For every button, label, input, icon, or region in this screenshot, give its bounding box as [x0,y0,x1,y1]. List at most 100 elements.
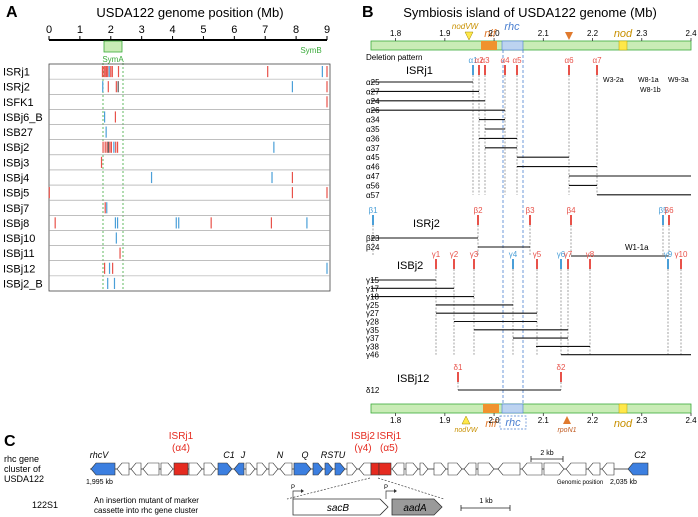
cluster-label-line2: cluster of [4,464,41,474]
promoter-label-1: P [291,485,295,491]
panel-b-tick-label: 2.0 [489,416,501,425]
panel-a-tick-label: 5 [200,24,206,36]
isbj2-marker-label: γ9 [664,250,673,259]
panel-b-tick-label: 1.9 [439,29,451,38]
rponi-triangle-top [565,32,573,40]
panel-b-tick-label: 2.0 [489,29,501,38]
panel-a-row-label: ISBj5 [3,188,29,200]
panel-c-letter: C [4,433,16,450]
isrj1-marker-label: α2 [474,56,484,65]
isrj2-label: ISRj2 [413,218,440,230]
isrj2-marker-label: β5 [658,206,668,215]
nif-box-bottom [483,404,499,413]
panel-b-tick-label: 2.1 [538,29,550,38]
panel-a-row-label: ISBj4 [3,173,29,185]
gene-arrow [203,462,217,476]
gene-arrow [142,462,160,476]
symb-label: SymB [300,46,321,55]
is-label: ISBj2 [351,431,375,442]
panel-a-row-label: ISBj6_B [3,112,43,124]
gene-arrow [116,462,130,476]
is-label: ISRj1 [169,431,194,442]
isbj12-row-label: δ12 [366,386,380,395]
panel-a-tick-label: 2 [108,24,114,36]
isrj1-row-label: α25 [366,78,380,87]
isbj2-row-label: γ27 [366,309,379,318]
isrj1-row-label: α46 [366,163,380,172]
gene-arrow [419,462,429,476]
isbj12-marker-label: δ1 [454,363,463,372]
rponi-label-bottom: rpoN1 [557,427,576,434]
gene-arrow [463,462,477,476]
isbj2-label: ISBj2 [397,260,423,272]
gene-labels: rhcV C1 J N Q RSTU C2ISRj1(α4)ISBj2(γ4)ISRj1(α… [90,431,646,460]
panel-a-rows: ISRj1 ISRj2 ISFK1 ISBj6_B ISB27 ISBj2 ISBj3 ISB… [3,63,331,292]
gene-arrow [601,462,615,476]
panel-a-tick-label: 0 [46,24,52,36]
gene-arrow [497,462,521,476]
rhc-box-bottom [501,403,524,414]
rponi-triangle-bottom [563,416,571,424]
isbj2-row-label: γ46 [366,351,379,360]
promoter-arrow-2 [385,490,394,499]
panel-b-tick-label: 2.2 [587,29,599,38]
gene-arrow [130,462,142,476]
isrj2-marker-label: β1 [368,206,378,215]
nif-box-top [481,41,497,50]
nif-label-bottom: nif [485,418,498,430]
gene-label: C1 [223,450,235,460]
gene-arrow [391,462,405,476]
isrj1-a4-element [173,462,189,476]
isbj12-marker-label: δ2 [557,363,566,372]
panel-b: B Symbiosis island of USDA122 genome (Mb… [362,4,697,434]
panel-b-tick-label: 1.8 [390,416,402,425]
mutant-desc-line1: An insertion mutant of marker [94,496,199,505]
isrj1-row-label: α34 [366,116,380,125]
isbj2-row-label: γ15 [366,276,379,285]
pos-right-label: 2,035 kb [610,479,637,486]
isrj1-row-label: α27 [366,87,380,96]
nod-box-top [618,40,628,51]
panel-a-row-label: ISBj10 [3,233,35,245]
isbj2-row-label: γ38 [366,342,379,351]
zoom-guide-right [377,477,445,500]
panel-a-row-label: ISRj1 [3,67,30,79]
panel-a-tick-label: 4 [169,24,175,36]
isrj1-label: ISRj1 [406,65,433,77]
isbj2-row-label: γ35 [366,326,379,335]
isbj2-row-label: γ28 [366,318,379,327]
syma-region-box [103,40,123,53]
gene-arrow [324,462,334,476]
isbj2-marker-label: γ2 [450,250,459,259]
isrj2-row-label: β24 [366,243,380,252]
deletion-note: W8-1a [638,77,659,84]
isrj2-row-label: β23 [366,234,380,243]
rhc-label-box-bottom [499,415,527,430]
isbj2-row-label: γ17 [366,284,379,293]
gene-arrow [256,462,268,476]
panel-b-ticks-top: 1.8 1.9 2.0 2.1 2.2 2.3 2.4 [390,29,697,41]
isrj1-row-label: α36 [366,134,380,143]
panel-a-tick-label: 8 [293,24,299,36]
isrj1-row-label: α35 [366,125,380,134]
panel-a-frame [48,63,331,292]
nodvw-triangle-top [464,31,474,41]
sacb-arrow [292,498,389,516]
nodvw-triangle-bottom [461,415,471,425]
isrj2-marker-label: β2 [473,206,483,215]
panel-a-letter: A [6,4,18,21]
isrj1-row-label: α26 [366,106,380,115]
isbj2-marker-label: γ8 [586,250,595,259]
mutant-desc-line2: cassette into rhc gene cluster [94,506,198,515]
isrj1-row-label: α37 [366,144,380,153]
promoter-arrow-1 [292,490,301,499]
isrj1-row-label: α56 [366,181,380,190]
scale-1kb-label: 1 kb [479,498,492,505]
panel-b-letter: B [362,4,374,21]
panel-a-row-label: ISBj2 [3,142,29,154]
deletion-note: W8-1b [640,87,661,94]
isbj2-marker-label: γ7 [564,250,573,259]
gene-arrow [433,462,447,476]
panel-a-tick-label: 1 [77,24,83,36]
